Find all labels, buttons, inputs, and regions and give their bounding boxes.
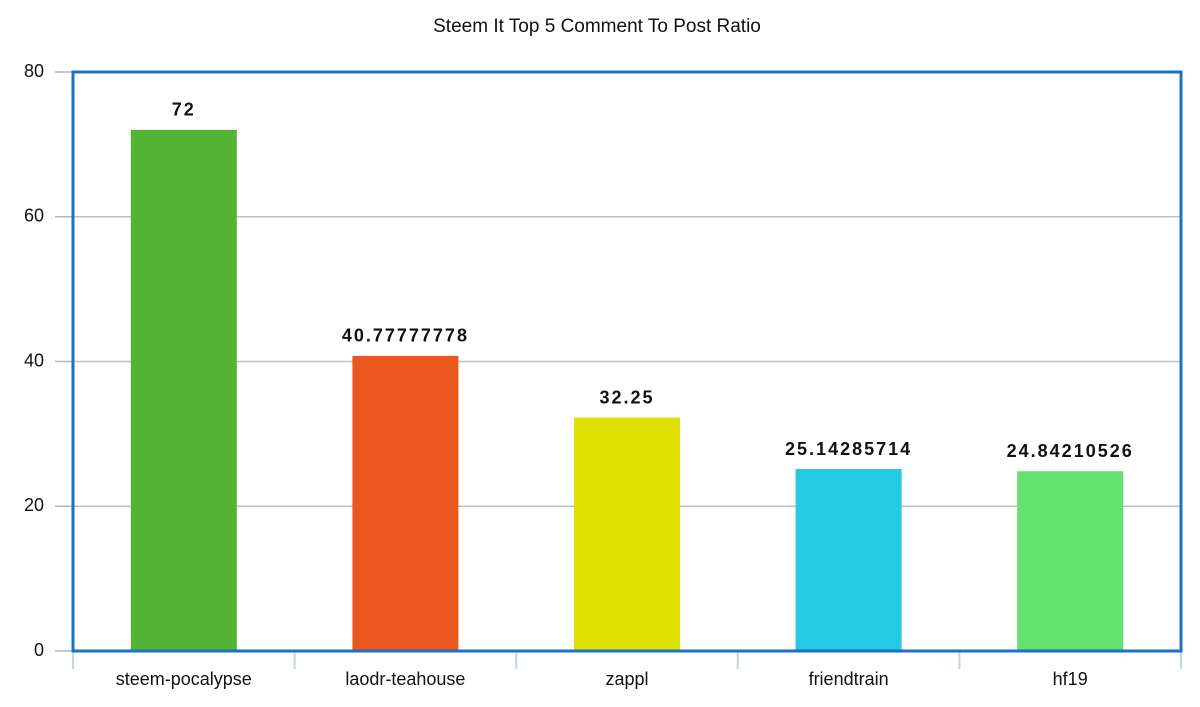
bar	[130, 129, 237, 651]
value-label: 72	[172, 100, 196, 120]
value-label: 32.25	[599, 387, 654, 407]
y-tick-label: 40	[24, 350, 44, 370]
x-tick-label: hf19	[1053, 669, 1088, 689]
y-tick-label: 60	[24, 206, 44, 226]
chart-title: Steem It Top 5 Comment To Post Ratio	[433, 16, 761, 37]
x-tick-label: steem-pocalypse	[116, 669, 252, 689]
x-tick-label: friendtrain	[809, 669, 889, 689]
x-tick-label: zappl	[605, 669, 648, 689]
y-tick-label: 0	[34, 640, 44, 660]
bar	[1017, 471, 1124, 651]
x-tick-label: laodr-teahouse	[345, 669, 465, 689]
y-tick-label: 80	[24, 61, 44, 81]
value-label: 40.77777778	[342, 326, 469, 346]
bar	[352, 355, 459, 651]
value-label: 24.84210526	[1007, 441, 1134, 461]
value-label: 25.14285714	[785, 439, 912, 459]
bar	[795, 469, 902, 651]
y-tick-label: 20	[24, 495, 44, 515]
bar	[574, 417, 680, 651]
plot-frame	[71, 70, 1183, 653]
